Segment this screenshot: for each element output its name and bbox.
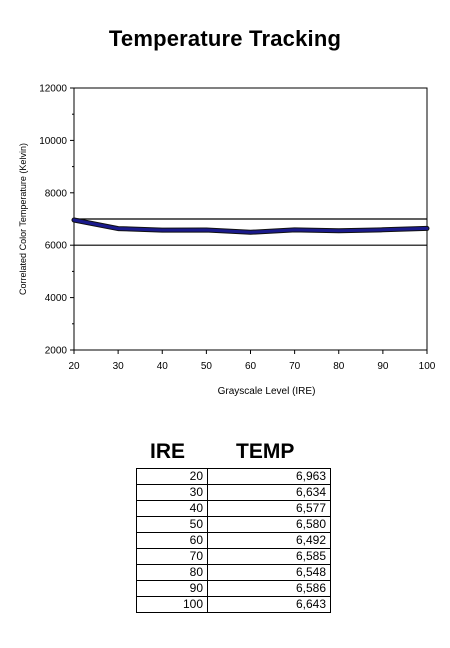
x-axis-label: Grayscale Level (IRE) xyxy=(218,386,316,397)
table-row: 80 6,548 xyxy=(136,564,331,581)
table-cell-ire: 90 xyxy=(136,580,208,597)
table-cell-ire: 50 xyxy=(136,516,208,533)
x-tick-label: 90 xyxy=(377,361,389,372)
data-point xyxy=(381,228,385,232)
y-tick-label: 2000 xyxy=(45,346,68,357)
y-tick-label: 4000 xyxy=(45,293,68,304)
x-tick-label: 30 xyxy=(113,361,125,372)
y-tick-label: 8000 xyxy=(45,188,68,199)
data-point xyxy=(293,228,296,232)
table-cell-ire: 40 xyxy=(136,500,208,517)
temperature-chart: 2000 4000 6000 8000 10000 12000 20 30 40 50 60 70 80… xyxy=(18,84,436,398)
table-row: 40 6,577 xyxy=(136,500,331,517)
table-cell-ire: 80 xyxy=(136,564,208,581)
x-tick-label: 40 xyxy=(157,361,169,372)
data-point xyxy=(72,218,76,222)
plot-area: 2000 4000 6000 8000 10000 12000 20 30 40 50 60 70 80… xyxy=(18,84,436,398)
table-cell-ire: 30 xyxy=(136,484,208,501)
table-cell-temp: 6,585 xyxy=(207,548,331,565)
data-point xyxy=(249,231,252,234)
data-point xyxy=(116,227,120,230)
y-tick-label: 12000 xyxy=(39,84,67,95)
table-header-ire: IRE xyxy=(150,440,186,463)
x-tick-label: 100 xyxy=(419,361,436,372)
table-cell-temp: 6,643 xyxy=(207,596,331,613)
x-tick-label: 60 xyxy=(245,361,257,372)
y-axis-label: Correlated Color Temperature (Kelvin) xyxy=(18,143,28,295)
x-tick-label: 50 xyxy=(201,361,213,372)
data-point xyxy=(205,228,208,232)
table-row: 70 6,585 xyxy=(136,548,331,565)
x-tick-label: 70 xyxy=(289,361,301,372)
x-tick-label: 20 xyxy=(68,361,80,372)
table-cell-temp: 6,580 xyxy=(207,516,331,533)
table-cell-ire: 20 xyxy=(136,468,208,485)
table-row: 20 6,963 xyxy=(136,468,331,485)
table-cell-temp: 6,548 xyxy=(207,564,331,581)
data-point xyxy=(337,229,340,233)
table-cell-ire: 60 xyxy=(136,532,208,549)
table-row: 30 6,634 xyxy=(136,484,331,501)
table-cell-temp: 6,963 xyxy=(207,468,331,485)
table-cell-temp: 6,492 xyxy=(207,532,331,549)
table-row: 90 6,586 xyxy=(136,580,331,597)
table-cell-ire: 70 xyxy=(136,548,208,565)
table-cell-temp: 6,577 xyxy=(207,500,331,517)
table-row: 60 6,492 xyxy=(136,532,331,549)
chart-title: Temperature Tracking xyxy=(108,26,342,51)
x-tick-label: 80 xyxy=(333,361,345,372)
data-point xyxy=(425,227,429,230)
y-tick-label: 10000 xyxy=(39,136,67,147)
y-tick-label: 6000 xyxy=(45,241,68,252)
temperature-table: 20 6,963 30 6,634 40 6,577 50 6,580 60 6,492 70 6,5… xyxy=(136,468,331,613)
table-row: 100 6,643 xyxy=(136,596,331,613)
table-cell-ire: 100 xyxy=(136,596,208,613)
table-header-temp: TEMP xyxy=(236,440,295,463)
table-cell-temp: 6,634 xyxy=(207,484,331,501)
table-row: 50 6,580 xyxy=(136,516,331,533)
table-cell-temp: 6,586 xyxy=(207,580,331,597)
data-point xyxy=(161,228,164,232)
